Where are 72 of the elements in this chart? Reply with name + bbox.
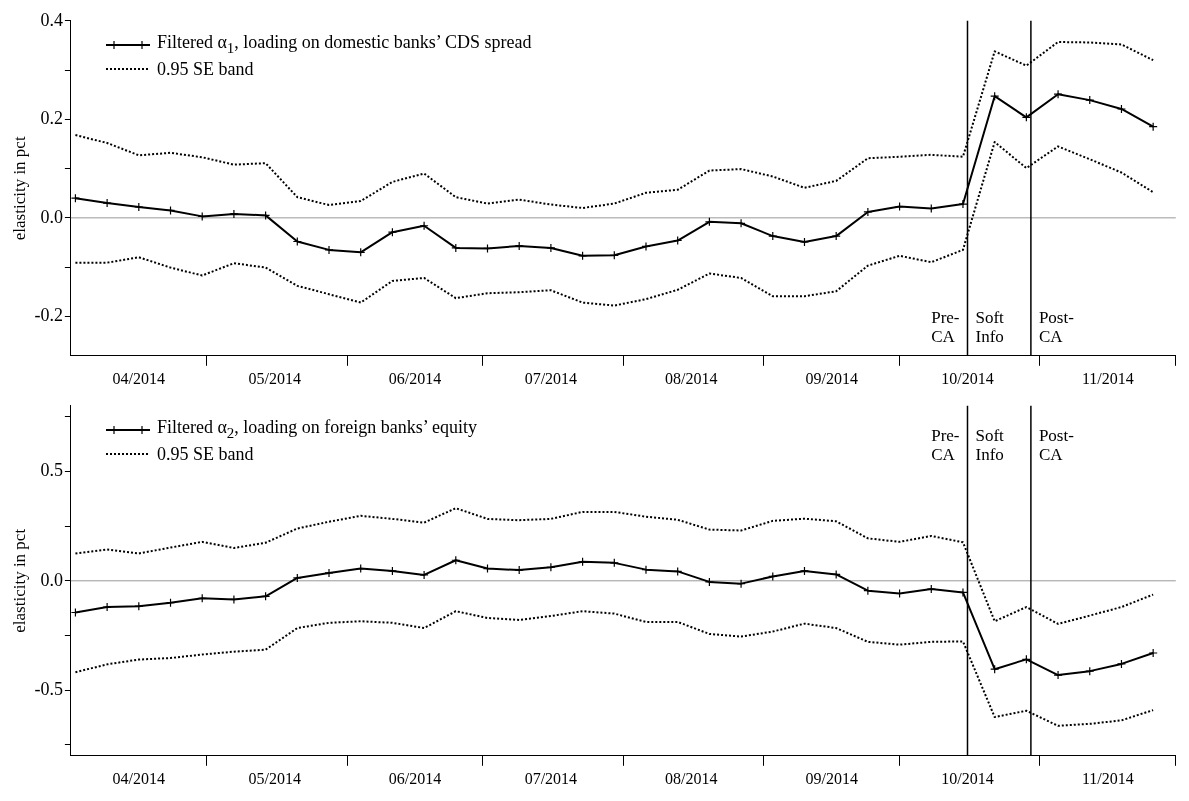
point [1053, 670, 1063, 680]
point [102, 198, 112, 208]
legend-label: 0.95 SE band [156, 58, 254, 81]
point [863, 207, 873, 217]
y-tick-label: 0.0 [40, 206, 63, 227]
x-tick-label: 08/2014 [665, 369, 718, 387]
x-tick-label: 08/2014 [665, 769, 718, 787]
point [419, 570, 429, 580]
x-tick-label: 05/2014 [248, 769, 301, 787]
point [546, 243, 556, 253]
point [1116, 659, 1127, 669]
legend-label: 0.95 SE band [156, 443, 254, 466]
annotation: Soft Info [975, 307, 1005, 346]
legend-label: Filtered α$_{1}$, loading on domestic banks’ CDS spread [156, 30, 532, 58]
point [102, 602, 112, 612]
point [863, 586, 873, 596]
x-tick-label: 07/2014 [524, 369, 578, 387]
point [324, 245, 334, 255]
y-tick-label: 0.0 [40, 569, 63, 590]
point [229, 209, 239, 219]
point [736, 579, 746, 589]
point [324, 568, 334, 578]
y-tick-label: -0.5 [34, 678, 63, 699]
point [451, 243, 461, 253]
x-tick-label: 09/2014 [805, 369, 858, 387]
x-tick-label: 11/2014 [1081, 369, 1134, 387]
x-tick-label: 05/2014 [248, 369, 301, 387]
point [387, 566, 397, 576]
point [831, 231, 841, 241]
x-tick-label: 06/2014 [388, 769, 442, 787]
x-tick-label: 06/2014 [388, 369, 442, 387]
x-tick-label: 04/2014 [112, 369, 166, 387]
x-tick-label: 10/2014 [941, 769, 994, 787]
point [958, 587, 968, 597]
y-tick-label: 0.4 [40, 9, 63, 30]
annotation: Pre- CA [931, 425, 960, 464]
point [419, 221, 429, 231]
point [387, 227, 397, 237]
point [1053, 89, 1063, 99]
point [799, 566, 810, 576]
point [1148, 648, 1158, 658]
x-tick-label: 04/2014 [112, 769, 166, 787]
annotation: Post- CA [1038, 425, 1075, 464]
point [641, 241, 651, 252]
point [799, 237, 810, 247]
x-tick-label: 09/2014 [805, 769, 858, 787]
y-tick-label: 0.5 [40, 460, 63, 481]
x-tick-label: 10/2014 [941, 369, 994, 387]
annotation: Pre- CA [931, 307, 960, 346]
y-tick-label: 0.2 [40, 108, 63, 129]
x-tick-label: 07/2014 [524, 769, 578, 787]
y-tick-label: -0.2 [34, 305, 63, 326]
point [768, 231, 778, 241]
point [134, 202, 144, 212]
point [514, 565, 524, 575]
point [1085, 95, 1095, 105]
x-tick-label: 11/2014 [1081, 769, 1134, 787]
y-axis-title: elasticity in pct [9, 136, 29, 241]
annotation: Soft Info [975, 425, 1005, 464]
point [1085, 666, 1095, 676]
point [229, 594, 239, 604]
point [704, 577, 714, 587]
point [546, 562, 556, 572]
point [1116, 104, 1127, 114]
point [514, 241, 524, 251]
point [292, 573, 302, 583]
point [609, 558, 619, 568]
y-axis-title: elasticity in pct [9, 528, 29, 633]
legend-label: Filtered α$_{2}$, loading on foreign banks’ equity [156, 415, 477, 443]
annotation: Post- CA [1038, 307, 1075, 346]
point [958, 199, 968, 209]
point [926, 584, 936, 594]
